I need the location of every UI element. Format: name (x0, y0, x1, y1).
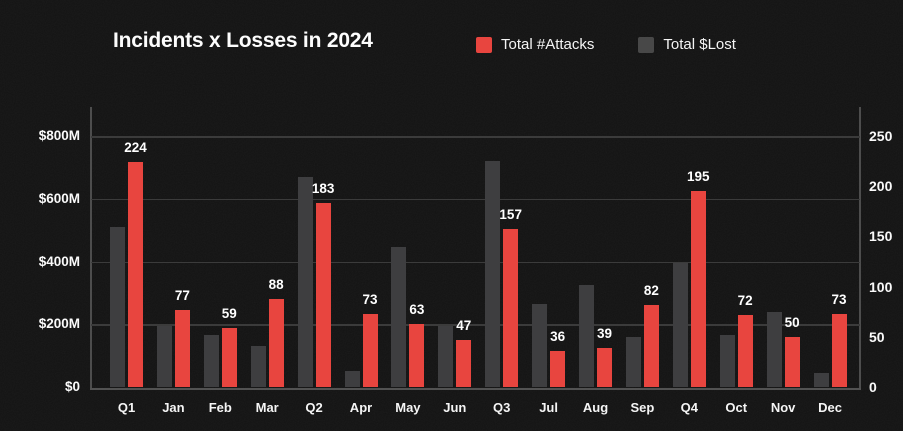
bar-value-label-q1: 224 (124, 140, 147, 156)
x-axis-tick-label-jan: Jan (162, 400, 185, 415)
bar-total-attacks-dec[interactable] (831, 313, 847, 387)
bar-total-lost-jan[interactable] (156, 325, 172, 387)
x-axis-tick-label-dec: Dec (818, 400, 842, 415)
bar-value-label-oct: 72 (737, 292, 753, 308)
bar-value-label-sep: 82 (643, 282, 659, 298)
y-axis-right-tick-label: 250 (869, 128, 893, 144)
bar-value-label-may: 63 (409, 301, 425, 317)
y-axis-right-tick-label: 150 (869, 228, 893, 245)
gridline (91, 261, 860, 263)
x-axis-tick-label-q4: Q4 (680, 400, 698, 415)
y-axis-right-tick-label: 0 (869, 379, 877, 395)
bar-total-lost-q1[interactable] (110, 227, 125, 387)
plot-area: $0 $200M $400M $600M $800M 0 50 100 150 200 250 224… (39, 107, 892, 415)
bar-value-label-dec: 73 (831, 291, 847, 307)
x-axis-tick-label-sep: Sep (630, 400, 655, 415)
gridline (91, 198, 860, 201)
attacks-legend-swatch-icon (476, 36, 492, 53)
bar-value-label-nov: 50 (784, 314, 800, 330)
legend-item-total-lost[interactable]: Total $Lost (638, 36, 736, 53)
chart-title: Incidents x Losses in 2024 (113, 29, 373, 52)
bar-total-lost-may[interactable] (391, 247, 407, 387)
bar-value-label-q2: 183 (311, 181, 335, 197)
gridline (91, 324, 860, 326)
y-axis-left-tick-label: $200M (38, 316, 80, 332)
bar-value-label-jun: 47 (456, 317, 472, 333)
y-axis-right-tick-label: 200 (869, 178, 893, 195)
x-axis-line (90, 388, 861, 390)
bar-value-label-jul: 36 (550, 328, 566, 344)
bar-total-attacks-oct[interactable] (737, 314, 753, 387)
y-axis-left-tick-label: $800M (38, 128, 80, 143)
legend-label-total-lost: Total $Lost (663, 36, 736, 53)
bar-total-lost-sep[interactable] (625, 336, 641, 387)
bar-value-label-feb: 59 (221, 305, 237, 321)
bar-value-label-mar: 88 (268, 276, 284, 292)
bar-total-lost-apr[interactable] (344, 371, 360, 387)
bar-total-lost-jul[interactable] (532, 303, 548, 387)
bar-total-attacks-may[interactable] (409, 323, 425, 387)
bar-total-attacks-q1[interactable] (128, 162, 143, 387)
gridline (91, 136, 860, 138)
bar-total-lost-dec[interactable] (813, 372, 829, 387)
x-axis-tick-label-nov: Nov (770, 400, 796, 415)
x-axis-tick-label-q1: Q1 (117, 400, 136, 415)
bar-total-attacks-q2[interactable] (315, 203, 331, 387)
legend-label-total-attacks: Total #Attacks (501, 36, 595, 53)
x-axis-tick-label-aug: Aug (582, 400, 609, 415)
bar-total-attacks-jul[interactable] (550, 350, 566, 387)
x-axis-tick-label-jun: Jun (443, 400, 467, 415)
bar-total-attacks-apr[interactable] (362, 313, 378, 387)
y-axis-right-tick-label: 50 (869, 328, 885, 345)
bar-value-label-q4: 195 (687, 169, 710, 185)
x-axis-tick-label-jul: Jul (539, 400, 558, 415)
y-axis-left-tick-label: $400M (38, 253, 80, 269)
bar-total-lost-q3[interactable] (485, 161, 501, 387)
bar-total-attacks-q4[interactable] (690, 191, 706, 387)
bar-total-lost-nov[interactable] (766, 311, 782, 387)
bar-total-attacks-jun[interactable] (456, 339, 472, 387)
lost-legend-swatch-icon (638, 36, 655, 53)
y-axis-left-line (90, 107, 92, 390)
legend-item-total-attacks[interactable]: Total #Attacks (476, 36, 594, 53)
bar-total-attacks-jan[interactable] (174, 309, 190, 387)
bar-total-lost-jun[interactable] (438, 325, 454, 387)
x-axis-tick-label-q2: Q2 (305, 400, 323, 415)
y-axis-left-tick-label: $600M (38, 190, 80, 206)
y-axis-right-tick-label: 100 (869, 278, 893, 295)
bar-total-attacks-feb[interactable] (221, 327, 237, 387)
bar-total-attacks-q3[interactable] (503, 229, 519, 387)
x-axis-tick-label-apr: Apr (349, 400, 373, 415)
bar-total-attacks-aug[interactable] (597, 347, 612, 387)
y-axis-right-line (859, 107, 861, 390)
bar-total-attacks-sep[interactable] (643, 304, 659, 387)
bar-value-label-apr: 73 (362, 291, 378, 307)
bar-value-label-aug: 39 (596, 325, 613, 341)
y-axis-left-tick-label: $0 (64, 379, 80, 394)
bar-total-lost-aug[interactable] (579, 285, 594, 387)
x-axis-tick-label-oct: Oct (725, 400, 748, 415)
x-axis-tick-label-feb: Feb (208, 400, 232, 415)
x-axis-tick-label-may: May (395, 400, 421, 415)
bar-value-label-jan: 77 (174, 287, 190, 303)
bar-total-attacks-mar[interactable] (268, 298, 284, 387)
bar-total-lost-oct[interactable] (719, 335, 735, 387)
bar-value-label-q3: 157 (499, 207, 522, 223)
bar-total-lost-q2[interactable] (297, 176, 313, 387)
x-axis-tick-label-q3: Q3 (493, 400, 511, 415)
bar-total-lost-feb[interactable] (203, 335, 219, 387)
x-axis-tick-label-mar: Mar (255, 400, 279, 415)
bar-total-attacks-nov[interactable] (784, 336, 800, 387)
bar-total-lost-mar[interactable] (250, 346, 266, 387)
bar-total-lost-q4[interactable] (672, 263, 688, 387)
legend: Total #Attacks Total $Lost (476, 36, 736, 53)
